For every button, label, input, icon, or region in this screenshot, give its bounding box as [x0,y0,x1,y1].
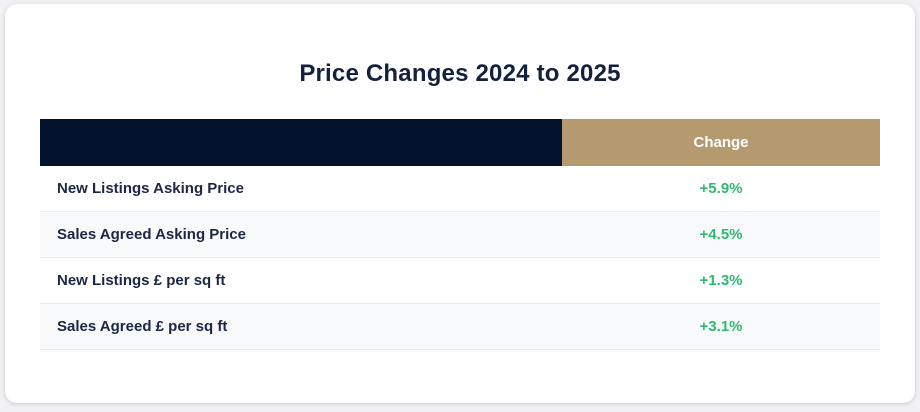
change-value: +3.1% [699,318,743,335]
page-title: Price Changes 2024 to 2025 [299,60,621,87]
metric-label: Sales Agreed Asking Price [57,226,246,243]
table-row: New Listings £ per sq ft +1.3% [40,258,880,304]
change-value: +1.3% [699,272,743,289]
metric-label: New Listings £ per sq ft [57,272,226,289]
metric-label: New Listings Asking Price [57,180,244,197]
table-header-row: Change [40,119,880,166]
change-header-cell: Change [562,119,880,166]
change-value: +4.5% [699,226,743,243]
content-card: Price Changes 2024 to 2025 Change New Li… [5,4,915,403]
table-row: Sales Agreed £ per sq ft +3.1% [40,304,880,350]
change-value: +5.9% [699,180,743,197]
metric-header-cell [40,119,563,166]
price-changes-table: Change New Listings Asking Price +5.9% S… [40,119,880,350]
metric-label: Sales Agreed £ per sq ft [57,318,228,335]
table-row: Sales Agreed Asking Price +4.5% [40,212,880,258]
table-row: New Listings Asking Price +5.9% [40,166,880,212]
